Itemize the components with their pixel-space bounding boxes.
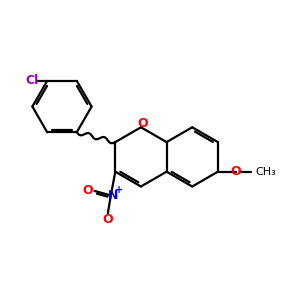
Text: +: + <box>115 185 123 195</box>
Text: CH₃: CH₃ <box>256 167 277 177</box>
Text: O: O <box>83 184 93 197</box>
Text: O: O <box>103 213 113 226</box>
Text: Cl: Cl <box>26 74 39 87</box>
Text: O: O <box>230 165 241 178</box>
Text: O: O <box>137 117 148 130</box>
Text: N: N <box>108 189 119 202</box>
